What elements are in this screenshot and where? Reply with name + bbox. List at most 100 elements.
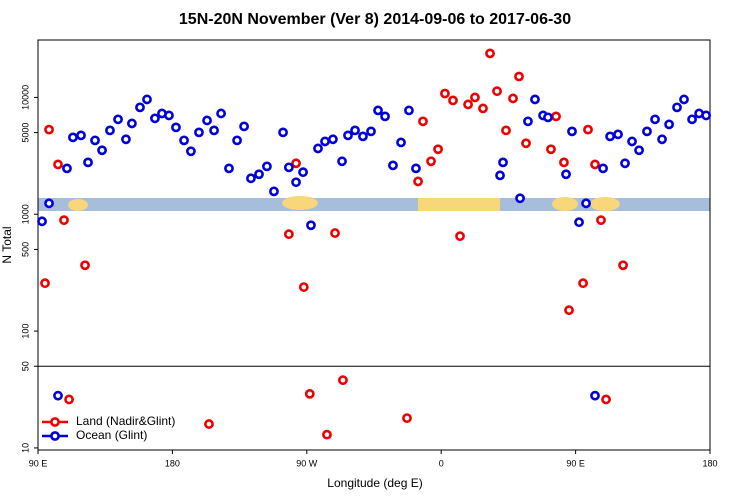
x-tick-label: 90 E: [29, 458, 48, 468]
point: [80, 260, 90, 271]
point: [330, 228, 340, 238]
point: [64, 394, 74, 405]
point: [135, 102, 145, 113]
point: [581, 198, 591, 209]
legend-text: Land (Nadir&Glint): [76, 414, 175, 428]
point: [388, 160, 398, 171]
point: [613, 129, 623, 140]
point: [216, 108, 226, 119]
point: [313, 143, 323, 154]
point: [298, 282, 309, 292]
x-tick-label: 180: [702, 458, 717, 468]
x-tick-label: 90 W: [296, 458, 318, 468]
point: [402, 413, 412, 424]
point: [574, 217, 584, 228]
point: [561, 169, 571, 180]
y-tick-label: 5000: [20, 123, 30, 143]
point: [564, 305, 574, 316]
point: [498, 157, 508, 168]
legend-text: Ocean (Glint): [76, 428, 147, 442]
point: [411, 163, 421, 174]
land-patch: [552, 197, 578, 211]
point: [530, 94, 540, 105]
point: [194, 127, 204, 138]
point: [202, 115, 212, 126]
point: [254, 169, 264, 180]
point: [224, 163, 234, 174]
point: [322, 429, 332, 440]
point: [304, 389, 315, 399]
point: [492, 86, 502, 97]
point: [650, 114, 660, 125]
x-tick-label: 180: [165, 458, 180, 468]
point: [113, 114, 123, 125]
y-tick-label: 10: [20, 443, 30, 453]
point: [515, 193, 525, 204]
x-tick-label: 0: [439, 458, 444, 468]
point: [601, 394, 611, 405]
map-strip: [38, 196, 710, 211]
point: [543, 112, 553, 123]
point: [618, 260, 628, 271]
point: [578, 278, 588, 289]
point: [338, 375, 348, 386]
point: [337, 156, 347, 167]
point: [283, 162, 294, 173]
point: [306, 220, 316, 231]
point: [413, 176, 423, 187]
legend-marker: [50, 417, 60, 427]
point: [204, 419, 214, 429]
point: [179, 135, 189, 146]
point: [68, 132, 78, 143]
point: [291, 158, 301, 169]
point: [53, 390, 63, 401]
point: [59, 215, 69, 226]
point: [687, 114, 697, 125]
point: [642, 126, 652, 137]
point: [501, 125, 511, 136]
point: [679, 94, 689, 105]
point: [514, 71, 524, 82]
point: [53, 159, 63, 170]
point: [373, 105, 383, 116]
point: [366, 126, 376, 137]
point: [478, 103, 488, 114]
point: [150, 113, 160, 124]
point: [448, 95, 458, 106]
point: [596, 215, 606, 226]
y-tick-label: 10000: [20, 85, 30, 110]
point: [209, 125, 219, 136]
y-tick-label: 100: [20, 324, 30, 339]
point: [90, 135, 100, 146]
point: [418, 116, 428, 127]
land-patch: [68, 199, 88, 211]
point: [239, 121, 249, 132]
point: [343, 130, 353, 141]
chart-title: 15N-20N November (Ver 8) 2014-09-06 to 2…: [179, 11, 571, 28]
point: [521, 138, 531, 149]
point: [269, 186, 279, 197]
point: [495, 170, 505, 181]
point: [598, 163, 608, 174]
point: [40, 278, 50, 289]
point: [627, 136, 637, 147]
point: [358, 131, 368, 142]
point: [62, 163, 72, 174]
land-patch: [418, 198, 500, 211]
point: [605, 131, 615, 142]
legend-marker: [50, 431, 60, 441]
point: [664, 119, 674, 130]
point: [44, 124, 54, 135]
point: [590, 390, 600, 401]
point: [583, 124, 593, 135]
point: [455, 231, 465, 242]
plot-frame: [37, 39, 711, 451]
point: [485, 48, 495, 59]
point: [262, 161, 272, 172]
point: [298, 167, 308, 178]
point: [590, 159, 600, 170]
point: [171, 122, 181, 133]
point: [320, 136, 330, 147]
point: [350, 125, 360, 136]
